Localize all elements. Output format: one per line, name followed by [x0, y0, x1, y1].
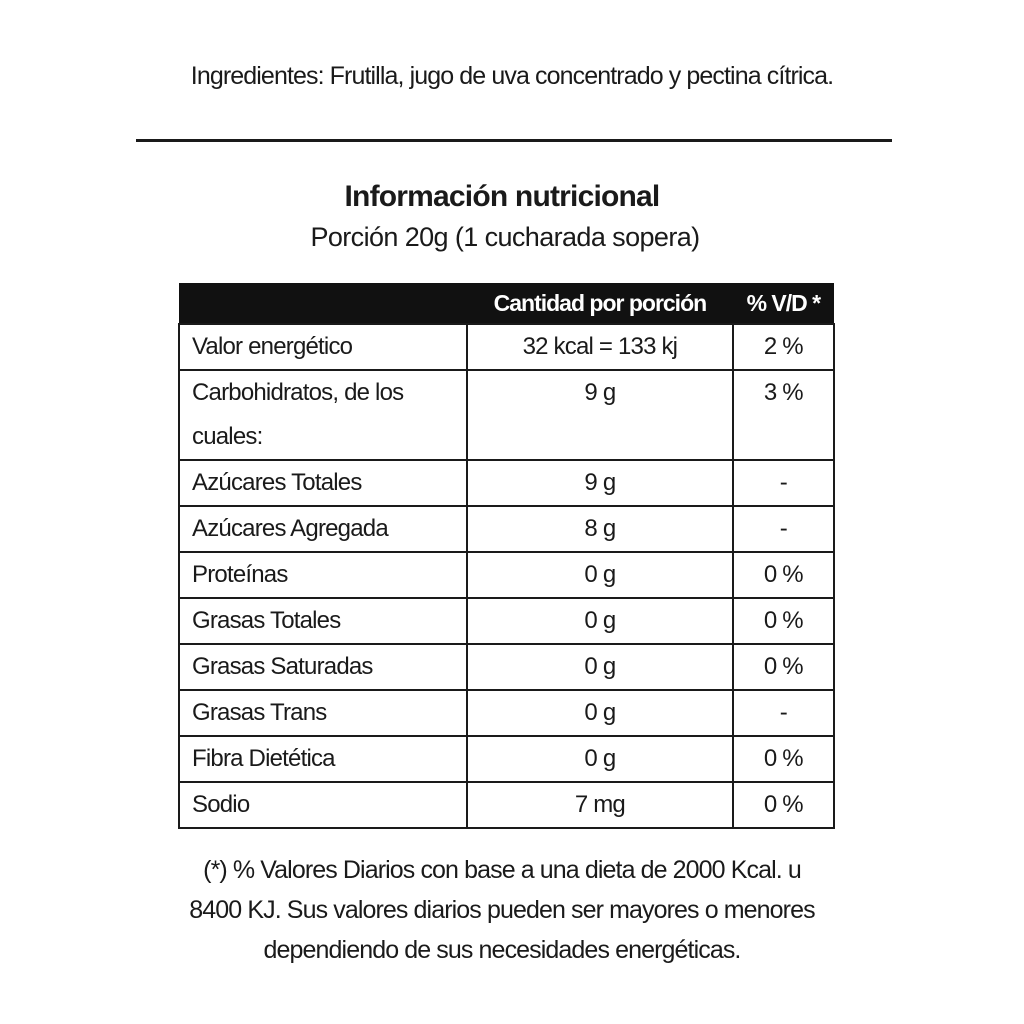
- nutrient-name: Azúcares Totales: [177, 459, 469, 507]
- nutrient-name: Proteínas: [177, 551, 469, 599]
- nutrient-dv: 3 %: [731, 369, 836, 461]
- table-row: Azúcares Totales 9 g-: [177, 459, 836, 507]
- footnote: (*) % Valores Diarios con base a una die…: [0, 850, 1004, 970]
- nutrient-amount: 9 g: [466, 369, 734, 461]
- footnote-line: dependiendo de sus necesidades energétic…: [263, 936, 742, 964]
- nutrient-name: Valor energético: [177, 323, 469, 371]
- header-empty: [179, 283, 468, 324]
- nutrient-amount: 0 g: [466, 551, 734, 599]
- nutrient-dv: -: [731, 689, 836, 737]
- ingredients-text: Ingredientes: Frutilla, jugo de uva conc…: [190, 62, 834, 90]
- nutrient-amount: 0 g: [466, 689, 734, 737]
- header-amount: Cantidad por porción: [467, 283, 733, 324]
- nutrient-name: Azúcares Agregada: [177, 505, 469, 553]
- nutrient-amount: 0 g: [466, 735, 734, 783]
- table-header: Cantidad por porción % V/D *: [179, 283, 834, 324]
- nutrient-amount: 32 kcal = 133 kj: [466, 323, 734, 371]
- nutrient-name: Sodio: [177, 781, 469, 829]
- nutrient-name: Grasas Totales: [177, 597, 469, 645]
- nutrient-amount: 7 mg: [466, 781, 734, 829]
- nutrient-name: Fibra Dietética: [177, 735, 469, 783]
- table-row: Azúcares Agregada 8 g-: [177, 505, 836, 553]
- table-row: Valor energético 32 kcal = 133 kj 2 %: [177, 323, 836, 371]
- divider: [136, 139, 892, 142]
- nutrient-dv: 0 %: [731, 643, 836, 691]
- footnote-line: (*) % Valores Diarios con base a una die…: [203, 856, 802, 884]
- nutrient-dv: 0 %: [731, 781, 836, 829]
- nutrition-table: Cantidad por porción % V/D * Valor energ…: [177, 283, 836, 829]
- nutrition-title: Información nutricional: [344, 180, 661, 213]
- nutrient-amount: 8 g: [466, 505, 734, 553]
- nutrient-amount: 9 g: [466, 459, 734, 507]
- nutrient-dv: -: [731, 505, 836, 553]
- nutrient-dv: -: [731, 459, 836, 507]
- nutrient-dv: 0 %: [731, 551, 836, 599]
- nutrient-dv: 2 %: [731, 323, 836, 371]
- nutrient-amount: 0 g: [466, 643, 734, 691]
- portion-text: Porción 20g (1 cucharada sopera): [310, 222, 700, 252]
- header-dv: % V/D *: [732, 283, 834, 324]
- nutrient-name: Carbohidratos, de los cuales:: [177, 369, 469, 461]
- nutrient-dv: 0 %: [731, 597, 836, 645]
- footnote-line: 8400 KJ. Sus valores diarios pueden ser …: [189, 896, 815, 924]
- table-row: Sodio 7 mg 0 %: [177, 781, 836, 829]
- nutrient-name: Grasas Trans: [177, 689, 469, 737]
- table-row: Grasas Trans 0 g-: [177, 689, 836, 737]
- nutrient-name: Grasas Saturadas: [177, 643, 469, 691]
- nutrient-dv: 0 %: [731, 735, 836, 783]
- nutrient-amount: 0 g: [466, 597, 734, 645]
